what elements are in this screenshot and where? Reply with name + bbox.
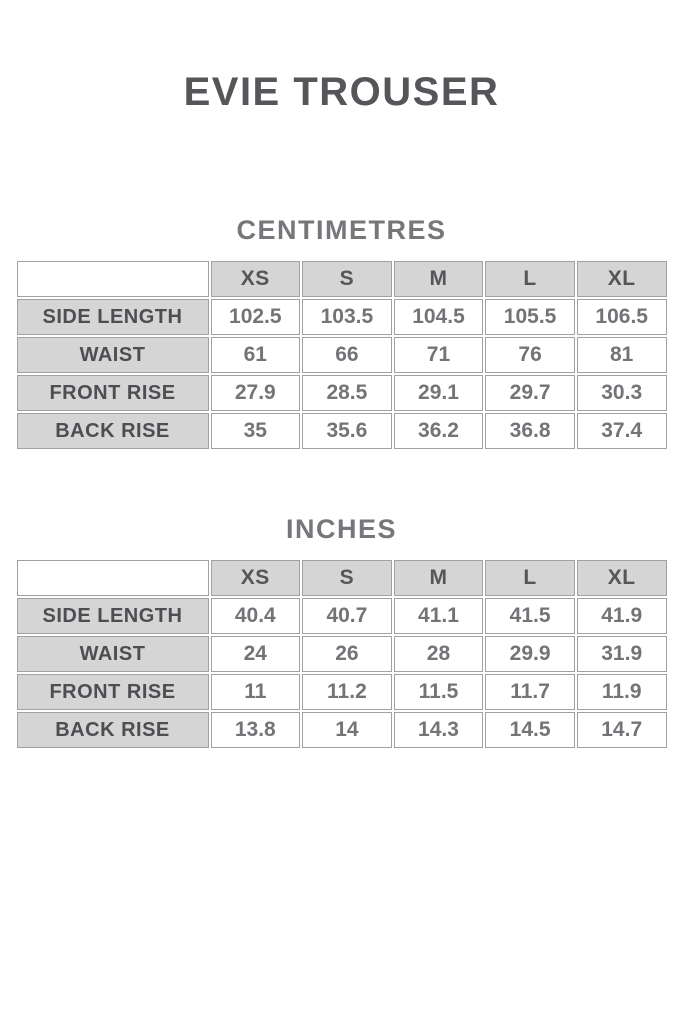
row-label: BACK RISE [16,712,209,748]
size-value: 26 [302,636,392,672]
size-value: 14.3 [393,712,484,748]
row-label: WAIST [16,337,209,373]
table-row-back-rise: BACK RISE 13.8 14 14.3 14.5 14.7 [16,712,667,748]
size-value: 36.8 [485,413,575,449]
row-label: SIDE LENGTH [16,299,209,335]
size-value: 81 [576,337,667,373]
row-label: FRONT RISE [16,674,209,710]
page-title: EVIE TROUSER [183,70,500,114]
row-label: BACK RISE [16,413,209,449]
size-value: 41.5 [485,598,575,634]
size-value: 40.4 [210,598,301,634]
size-value: 31.9 [576,636,667,672]
table-row-back-rise: BACK RISE 35 35.6 36.2 36.8 37.4 [16,413,667,449]
row-label: SIDE LENGTH [16,598,209,634]
size-value: 104.5 [393,299,484,335]
size-value: 106.5 [576,299,667,335]
size-header-s: S [302,560,392,596]
row-label: FRONT RISE [16,375,209,411]
table-row-waist: WAIST 24 26 28 29.9 31.9 [16,636,667,672]
size-header-s: S [302,261,392,297]
size-value: 76 [485,337,575,373]
size-value: 14 [302,712,392,748]
size-header-m: M [393,560,484,596]
size-value: 41.9 [576,598,667,634]
size-value: 36.2 [393,413,484,449]
section-heading-centimetres: CENTIMETRES [236,215,447,245]
size-value: 13.8 [210,712,301,748]
size-value: 103.5 [302,299,392,335]
size-header-xs: XS [210,560,301,596]
size-value: 14.7 [576,712,667,748]
section-heading-inches: INCHES [285,514,397,544]
size-value: 11.5 [393,674,484,710]
size-value: 66 [302,337,392,373]
size-value: 37.4 [576,413,667,449]
size-value: 28.5 [302,375,392,411]
size-header-l: L [485,261,575,297]
table-row-side-length: SIDE LENGTH 40.4 40.7 41.1 41.5 41.9 [16,598,667,634]
row-label: WAIST [16,636,209,672]
size-value: 11 [210,674,301,710]
size-value: 11.9 [576,674,667,710]
size-value: 29.1 [393,375,484,411]
size-value: 11.2 [302,674,392,710]
table-row-sizes: XS S M L XL [16,261,667,297]
size-table-inches: XS S M L XL SIDE LENGTH 40.4 40.7 41.1 4… [15,558,669,750]
size-value: 35.6 [302,413,392,449]
size-value: 29.7 [485,375,575,411]
size-value: 14.5 [485,712,575,748]
size-value: 27.9 [210,375,301,411]
size-value: 61 [210,337,301,373]
size-value: 11.7 [485,674,575,710]
size-header-m: M [393,261,484,297]
size-value: 24 [210,636,301,672]
size-header-l: L [485,560,575,596]
table-row-side-length: SIDE LENGTH 102.5 103.5 104.5 105.5 106.… [16,299,667,335]
size-value: 105.5 [485,299,575,335]
size-value: 29.9 [485,636,575,672]
size-value: 102.5 [210,299,301,335]
size-table-centimetres: XS S M L XL SIDE LENGTH 102.5 103.5 104.… [15,259,669,451]
table-row-sizes: XS S M L XL [16,560,667,596]
size-value: 40.7 [302,598,392,634]
size-value: 41.1 [393,598,484,634]
corner-cell [16,560,209,596]
size-header-xs: XS [210,261,301,297]
table-row-front-rise: FRONT RISE 11 11.2 11.5 11.7 11.9 [16,674,667,710]
size-value: 30.3 [576,375,667,411]
size-header-xl: XL [576,560,667,596]
table-row-front-rise: FRONT RISE 27.9 28.5 29.1 29.7 30.3 [16,375,667,411]
size-header-xl: XL [576,261,667,297]
corner-cell [16,261,209,297]
size-value: 71 [393,337,484,373]
table-row-waist: WAIST 61 66 71 76 81 [16,337,667,373]
size-value: 28 [393,636,484,672]
size-value: 35 [210,413,301,449]
